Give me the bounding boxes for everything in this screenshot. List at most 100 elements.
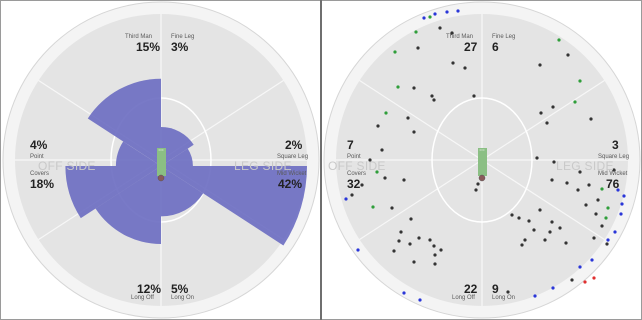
shot-dot — [566, 53, 570, 57]
zone-name-fine-leg: Fine Leg — [171, 34, 194, 40]
zone-value-long-on: 5% — [171, 282, 189, 296]
shot-dot — [474, 188, 478, 192]
shot-dot — [612, 168, 616, 172]
zone-value-fine-leg: 6 — [492, 40, 499, 54]
zone-name-mid-wicket: Mid Wicket — [598, 171, 628, 177]
shot-dot — [589, 117, 593, 121]
shot-dot — [432, 98, 436, 102]
wedge-third-man — [87, 78, 161, 166]
shot-dot — [545, 121, 549, 125]
zone-value-mid-wicket: 76 — [606, 177, 620, 191]
shot-dot — [576, 188, 580, 192]
shot-dot — [392, 249, 396, 253]
pitch — [157, 148, 166, 176]
shot-dots — [344, 9, 626, 302]
zone-name-point: Point — [347, 154, 361, 160]
shot-dot — [557, 38, 561, 42]
shot-dot — [592, 236, 596, 240]
shot-dot — [594, 212, 598, 216]
zone-value-long-on: 9 — [492, 282, 499, 296]
shot-dot — [564, 241, 568, 245]
shot-dot — [417, 236, 421, 240]
shot-dot — [551, 286, 555, 290]
zone-value-mid-wicket: 42% — [278, 177, 302, 191]
shot-dot — [517, 216, 521, 220]
shot-dot — [450, 31, 454, 35]
shot-dot — [600, 224, 604, 228]
shot-dot — [451, 61, 455, 65]
percentage-wagon-wheel: === OFF SIDE LEG SIDE Third Man 15% Fine… — [2, 1, 320, 319]
shot-dot — [432, 244, 436, 248]
shot-dot — [600, 187, 604, 191]
shot-dot — [578, 79, 582, 83]
shot-dot — [433, 253, 437, 257]
wedge-long-off — [95, 166, 161, 245]
shot-dot — [616, 188, 620, 192]
shot-dot — [550, 178, 554, 182]
shot-dot — [412, 130, 416, 134]
shot-dot — [445, 10, 449, 14]
zone-value-long-off: 12% — [137, 282, 161, 296]
shot-dot — [578, 265, 582, 269]
shot-dot — [583, 280, 587, 284]
shot-dot — [409, 217, 413, 221]
leg-side-label: LEG SIDE — [556, 159, 614, 173]
shot-dot — [584, 203, 588, 207]
shot-dot — [433, 12, 437, 16]
zone-value-third-man: 27 — [464, 40, 478, 54]
shot-dot — [578, 170, 582, 174]
wedge-long-on — [161, 166, 204, 217]
shot-dot — [456, 9, 460, 13]
shot-dot — [606, 206, 610, 210]
sector-line — [359, 79, 483, 161]
zone-name-long-off: Long Off — [131, 295, 154, 301]
shot-dot — [430, 94, 434, 98]
zone-name-square-leg: Square Leg — [598, 154, 629, 160]
wedge-point — [115, 141, 161, 166]
shot-dot — [422, 16, 426, 20]
shot-dot — [433, 262, 437, 266]
batsman-icon — [478, 174, 486, 182]
shot-dot — [613, 230, 617, 234]
shot-dot — [344, 197, 348, 201]
shot-dot — [605, 242, 609, 246]
shot-dot — [350, 193, 354, 197]
shot-dot — [408, 242, 412, 246]
shot-dot — [538, 208, 542, 212]
shot-dot — [406, 116, 410, 120]
shot-dot — [384, 111, 388, 115]
shot-dot — [412, 86, 416, 90]
zone-value-covers: 32 — [347, 177, 361, 191]
shot-dot — [393, 50, 397, 54]
shot-dot — [532, 228, 536, 232]
shot-dot — [523, 238, 527, 242]
crease-marks: === — [158, 148, 164, 152]
inner-circle — [431, 97, 533, 223]
shot-dot — [402, 178, 406, 182]
shot-dot — [535, 156, 539, 160]
zone-name-mid-wicket: Mid Wicket — [277, 171, 307, 177]
zone-name-covers: Covers — [347, 171, 366, 177]
shot-dot — [360, 183, 364, 187]
zone-name-third-man: Third Man — [125, 34, 152, 40]
off-side-label: OFF SIDE — [328, 159, 386, 173]
shot-dot — [376, 124, 380, 128]
shot-dot — [371, 205, 375, 209]
shot-dot — [412, 260, 416, 264]
shot-dot — [590, 258, 594, 262]
zone-value-long-off: 22 — [464, 282, 478, 296]
shot-dot — [356, 248, 360, 252]
zone-value-third-man: 15% — [136, 40, 160, 54]
run-share-wedges — [65, 78, 307, 246]
shot-dot — [543, 238, 547, 242]
shot-dot — [396, 85, 400, 89]
panel-divider — [320, 0, 322, 320]
shot-dot — [619, 212, 623, 216]
shot-dot — [533, 294, 537, 298]
shot-dot — [390, 206, 394, 210]
zone-name-long-on: Long On — [492, 295, 515, 301]
shot-dot — [368, 158, 372, 162]
shot-dot — [527, 219, 531, 223]
sector-lines — [336, 14, 628, 306]
shot-dot — [570, 278, 574, 282]
